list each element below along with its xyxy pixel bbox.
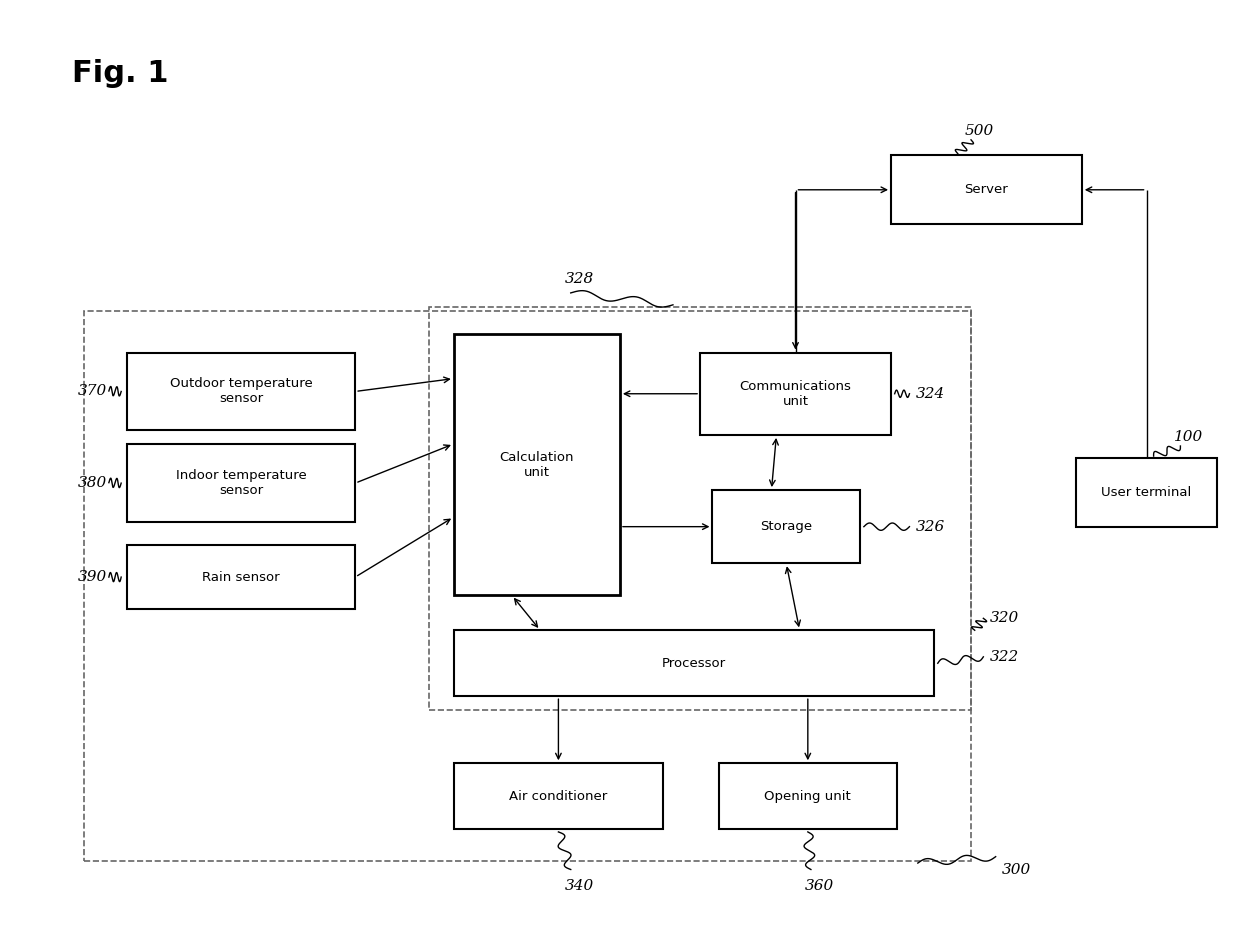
Text: 326: 326 [915,520,945,534]
Text: Fig. 1: Fig. 1 [72,59,169,88]
Text: 500: 500 [965,124,994,138]
Bar [712,490,861,563]
Bar [128,444,355,522]
Text: Indoor temperature
sensor: Indoor temperature sensor [176,469,306,497]
Text: Server: Server [965,183,1008,196]
Text: 300: 300 [1002,863,1032,878]
Bar [454,334,620,596]
Text: 370: 370 [78,384,108,398]
Bar [128,352,355,430]
Text: 360: 360 [805,879,835,893]
Text: 328: 328 [564,272,594,286]
Text: 340: 340 [564,879,594,893]
Text: 322: 322 [990,650,1019,664]
Text: Communications
unit: Communications unit [739,380,852,408]
Bar [1076,458,1218,526]
Bar [84,311,971,861]
Text: Processor: Processor [662,657,725,670]
Text: User terminal: User terminal [1101,486,1192,499]
Text: 324: 324 [915,387,945,401]
Bar [429,307,971,710]
Text: 380: 380 [78,475,108,489]
Bar [128,545,355,610]
Text: Calculation
unit: Calculation unit [500,450,574,479]
Bar [454,630,934,697]
Text: 320: 320 [990,611,1019,625]
Bar [701,352,892,435]
Bar [454,763,663,829]
Text: Outdoor temperature
sensor: Outdoor temperature sensor [170,377,312,405]
Text: 100: 100 [1174,430,1204,444]
Bar [718,763,897,829]
Text: Rain sensor: Rain sensor [202,571,280,584]
Text: Storage: Storage [760,520,812,533]
Text: Air conditioner: Air conditioner [510,790,608,803]
Text: Opening unit: Opening unit [764,790,851,803]
Bar [892,155,1081,224]
Text: 390: 390 [78,570,108,584]
